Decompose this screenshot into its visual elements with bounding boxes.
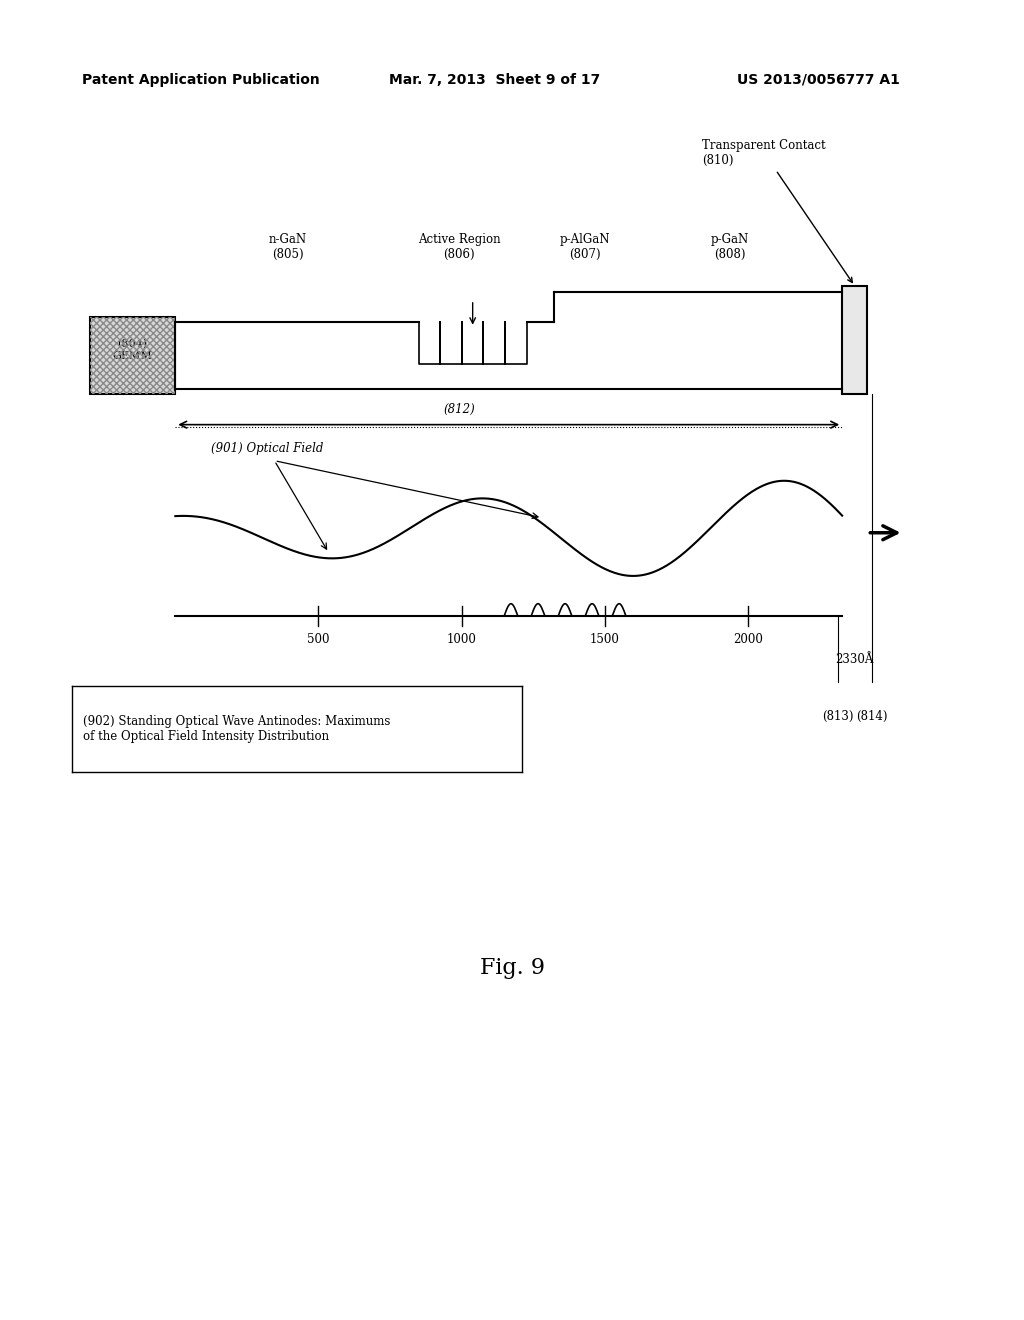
Text: p-AlGaN
(807): p-AlGaN (807) [560,234,610,261]
Text: (902) Standing Optical Wave Antinodes: Maximums
of the Optical Field Intensity D: (902) Standing Optical Wave Antinodes: M… [83,715,390,743]
Bar [842,286,867,395]
Bar [90,317,175,395]
Text: 1500: 1500 [590,632,620,645]
Text: 1000: 1000 [446,632,476,645]
Text: Patent Application Publication: Patent Application Publication [82,73,319,87]
Text: Active Region
(806): Active Region (806) [418,234,501,261]
Text: Fig. 9: Fig. 9 [479,957,545,979]
Text: (812): (812) [443,404,475,416]
Text: (814): (814) [856,710,888,723]
Text: 2000: 2000 [733,632,763,645]
Bar [90,317,175,395]
Text: (804)
GEMM: (804) GEMM [113,339,153,360]
Text: p-GaN
(808): p-GaN (808) [711,234,749,261]
Text: Mar. 7, 2013  Sheet 9 of 17: Mar. 7, 2013 Sheet 9 of 17 [389,73,600,87]
Text: n-GaN
(805): n-GaN (805) [269,234,307,261]
Text: Transparent Contact
(810): Transparent Contact (810) [702,139,852,282]
Text: (813): (813) [822,710,853,723]
Text: 500: 500 [307,632,330,645]
Text: US 2013/0056777 A1: US 2013/0056777 A1 [737,73,900,87]
Text: (901) Optical Field: (901) Optical Field [211,442,324,455]
Text: 2330Å: 2330Å [836,653,873,665]
